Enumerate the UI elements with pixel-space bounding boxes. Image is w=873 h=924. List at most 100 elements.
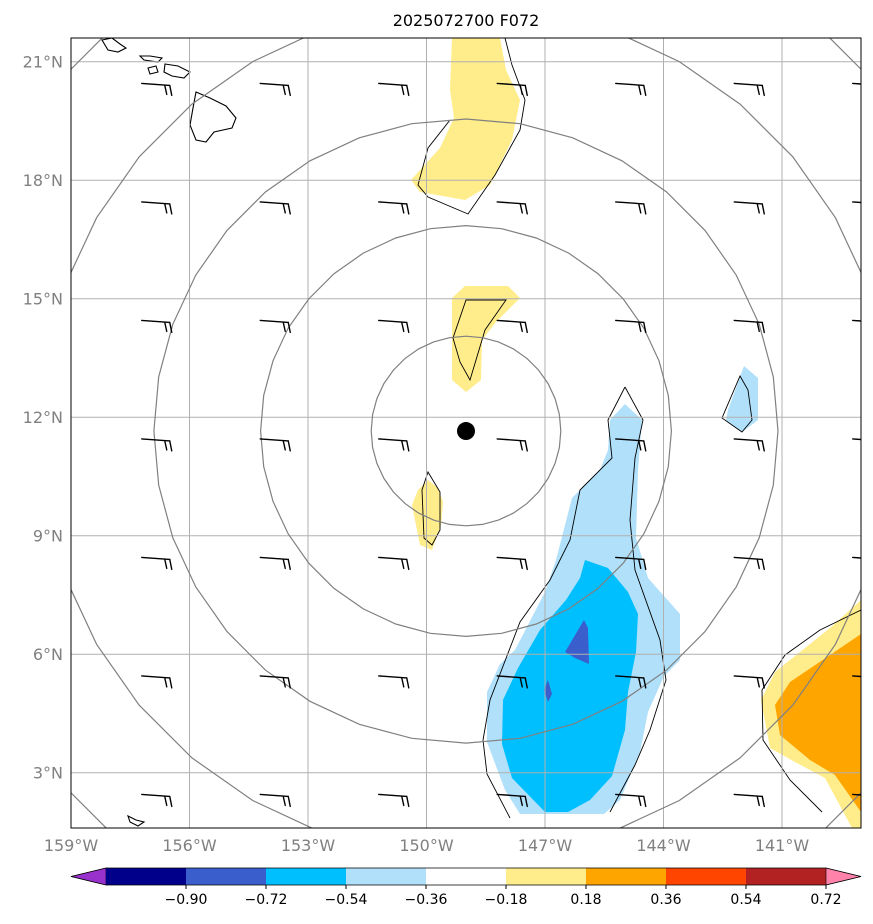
lat-tick-label: 21°N	[23, 53, 63, 72]
wind-barb-icon	[852, 556, 861, 559]
colorbar-tick-label: −0.72	[245, 892, 288, 908]
longitude-labels: 159°W 156°W 153°W 150°W 147°W 144°W 141°W	[44, 836, 810, 855]
fill-positive-southeast-orange	[775, 634, 861, 812]
lon-tick-label: 159°W	[44, 836, 99, 855]
wind-barb-icon	[852, 201, 861, 204]
colorbar-tick-label: 0.72	[810, 892, 841, 908]
wind-barb-icon	[141, 793, 173, 808]
wind-barb-icon	[496, 675, 528, 689]
lat-tick-label: 9°N	[33, 527, 63, 546]
wind-barb-icon	[733, 675, 765, 689]
latitude-labels: 3°N 6°N 9°N 12°N 15°N 18°N 21°N	[23, 53, 63, 783]
wind-barb-icon	[733, 82, 765, 97]
colorbar-extend-low	[70, 867, 107, 886]
lon-tick-label: 156°W	[162, 836, 217, 855]
colorbar-tick-label: 0.36	[650, 892, 681, 908]
plot-frame	[70, 37, 862, 829]
wind-barb-icon	[852, 438, 861, 441]
wind-barb-icon	[259, 319, 291, 334]
fill-negative-dark-2	[544, 680, 552, 702]
wind-barb-icon	[378, 793, 410, 808]
colorbar-outline	[70, 867, 862, 886]
wind-barb-icon	[852, 675, 861, 678]
lon-tick-label: 144°W	[636, 836, 691, 855]
wind-barb-icon	[733, 438, 765, 452]
wind-barb-icon	[378, 82, 410, 97]
lat-tick-label: 6°N	[33, 645, 63, 664]
colorbar-segment	[426, 868, 507, 885]
fill-negative-east	[726, 366, 758, 432]
coastlines	[101, 38, 237, 827]
wind-barb-icon	[615, 319, 647, 334]
lat-tick-label: 12°N	[23, 408, 63, 427]
lat-tick-label: 15°N	[23, 290, 63, 309]
wind-barb-icon	[259, 438, 291, 452]
contour-lines	[417, 38, 861, 819]
colorbar-segment	[346, 868, 427, 885]
wind-barb-icon	[615, 556, 647, 571]
wind-barb-icon	[852, 319, 861, 322]
lon-tick-label: 141°W	[755, 836, 810, 855]
range-ring	[259, 224, 673, 638]
lat-tick-label: 18°N	[23, 171, 63, 190]
wind-barb-icon	[141, 675, 173, 689]
wind-barb-icon	[496, 793, 528, 808]
wind-barb-icon	[496, 556, 528, 571]
colorbar-segment	[106, 868, 187, 885]
lon-tick-label: 150°W	[399, 836, 454, 855]
colorbar-segment	[506, 868, 587, 885]
fill-negative-dark-1	[565, 620, 589, 664]
colorbar-tick-label: 0.54	[730, 892, 761, 908]
colorbar-segment	[746, 868, 827, 885]
wind-barb-icon	[259, 82, 291, 97]
wind-barb-icon	[615, 201, 647, 215]
colorbar-tick-label: −0.18	[485, 892, 528, 908]
colorbar-segment	[666, 868, 747, 885]
colorbar-tick-label: −0.54	[325, 892, 368, 908]
wind-barb-icon	[378, 556, 410, 571]
wind-barb-icon	[141, 438, 173, 452]
wind-barb-icon	[496, 201, 528, 215]
colorbar-tick-label: −0.36	[405, 892, 448, 908]
chart-title: 2025072700 F072	[393, 11, 540, 30]
wind-barb-icon	[733, 319, 765, 334]
wind-barb-icon	[496, 438, 528, 452]
fill-negative-mid	[502, 560, 638, 812]
wind-barb-icon	[615, 793, 647, 808]
wind-barb-icon	[259, 556, 291, 571]
wind-barb-icon	[141, 319, 173, 334]
wind-barb-icon	[852, 793, 861, 796]
wind-barb-icon	[141, 556, 173, 571]
wind-barb-icon	[378, 319, 410, 334]
lon-tick-label: 147°W	[518, 836, 573, 855]
range-ring	[370, 335, 562, 527]
wind-barb-icon	[496, 319, 528, 334]
colorbar-segment	[266, 868, 347, 885]
wind-barb-icon	[615, 438, 647, 452]
colorbar-tick-label: −0.90	[165, 892, 208, 908]
wind-barb-icon	[615, 675, 647, 689]
wind-barb-icon	[259, 793, 291, 808]
fill-positive-center	[452, 286, 520, 392]
wind-barb-icon	[852, 82, 861, 85]
wind-barb-icon	[378, 675, 410, 689]
wind-barb-icon	[141, 201, 173, 215]
wind-barb-icon	[733, 556, 765, 571]
colorbar-segment	[186, 868, 267, 885]
storm-center-marker-icon	[457, 422, 475, 441]
colorbar: −0.90 −0.72 −0.54 −0.36 −0.18 0.18 0.36 0.54 0.7…	[70, 867, 862, 908]
fill-positive-small	[412, 480, 443, 550]
wind-barb-icon	[259, 675, 291, 689]
colorbar-extend-high	[825, 867, 862, 886]
wind-barb-icon	[378, 201, 410, 215]
wind-barb-icon	[378, 438, 410, 452]
wind-barb-icon	[496, 82, 528, 97]
colorbar-segment	[586, 868, 667, 885]
colorbar-tick-label: 0.18	[570, 892, 601, 908]
wind-barb-icon	[733, 793, 765, 808]
anomaly-fill-layer	[411, 38, 861, 828]
wind-barb-icon	[733, 201, 765, 215]
